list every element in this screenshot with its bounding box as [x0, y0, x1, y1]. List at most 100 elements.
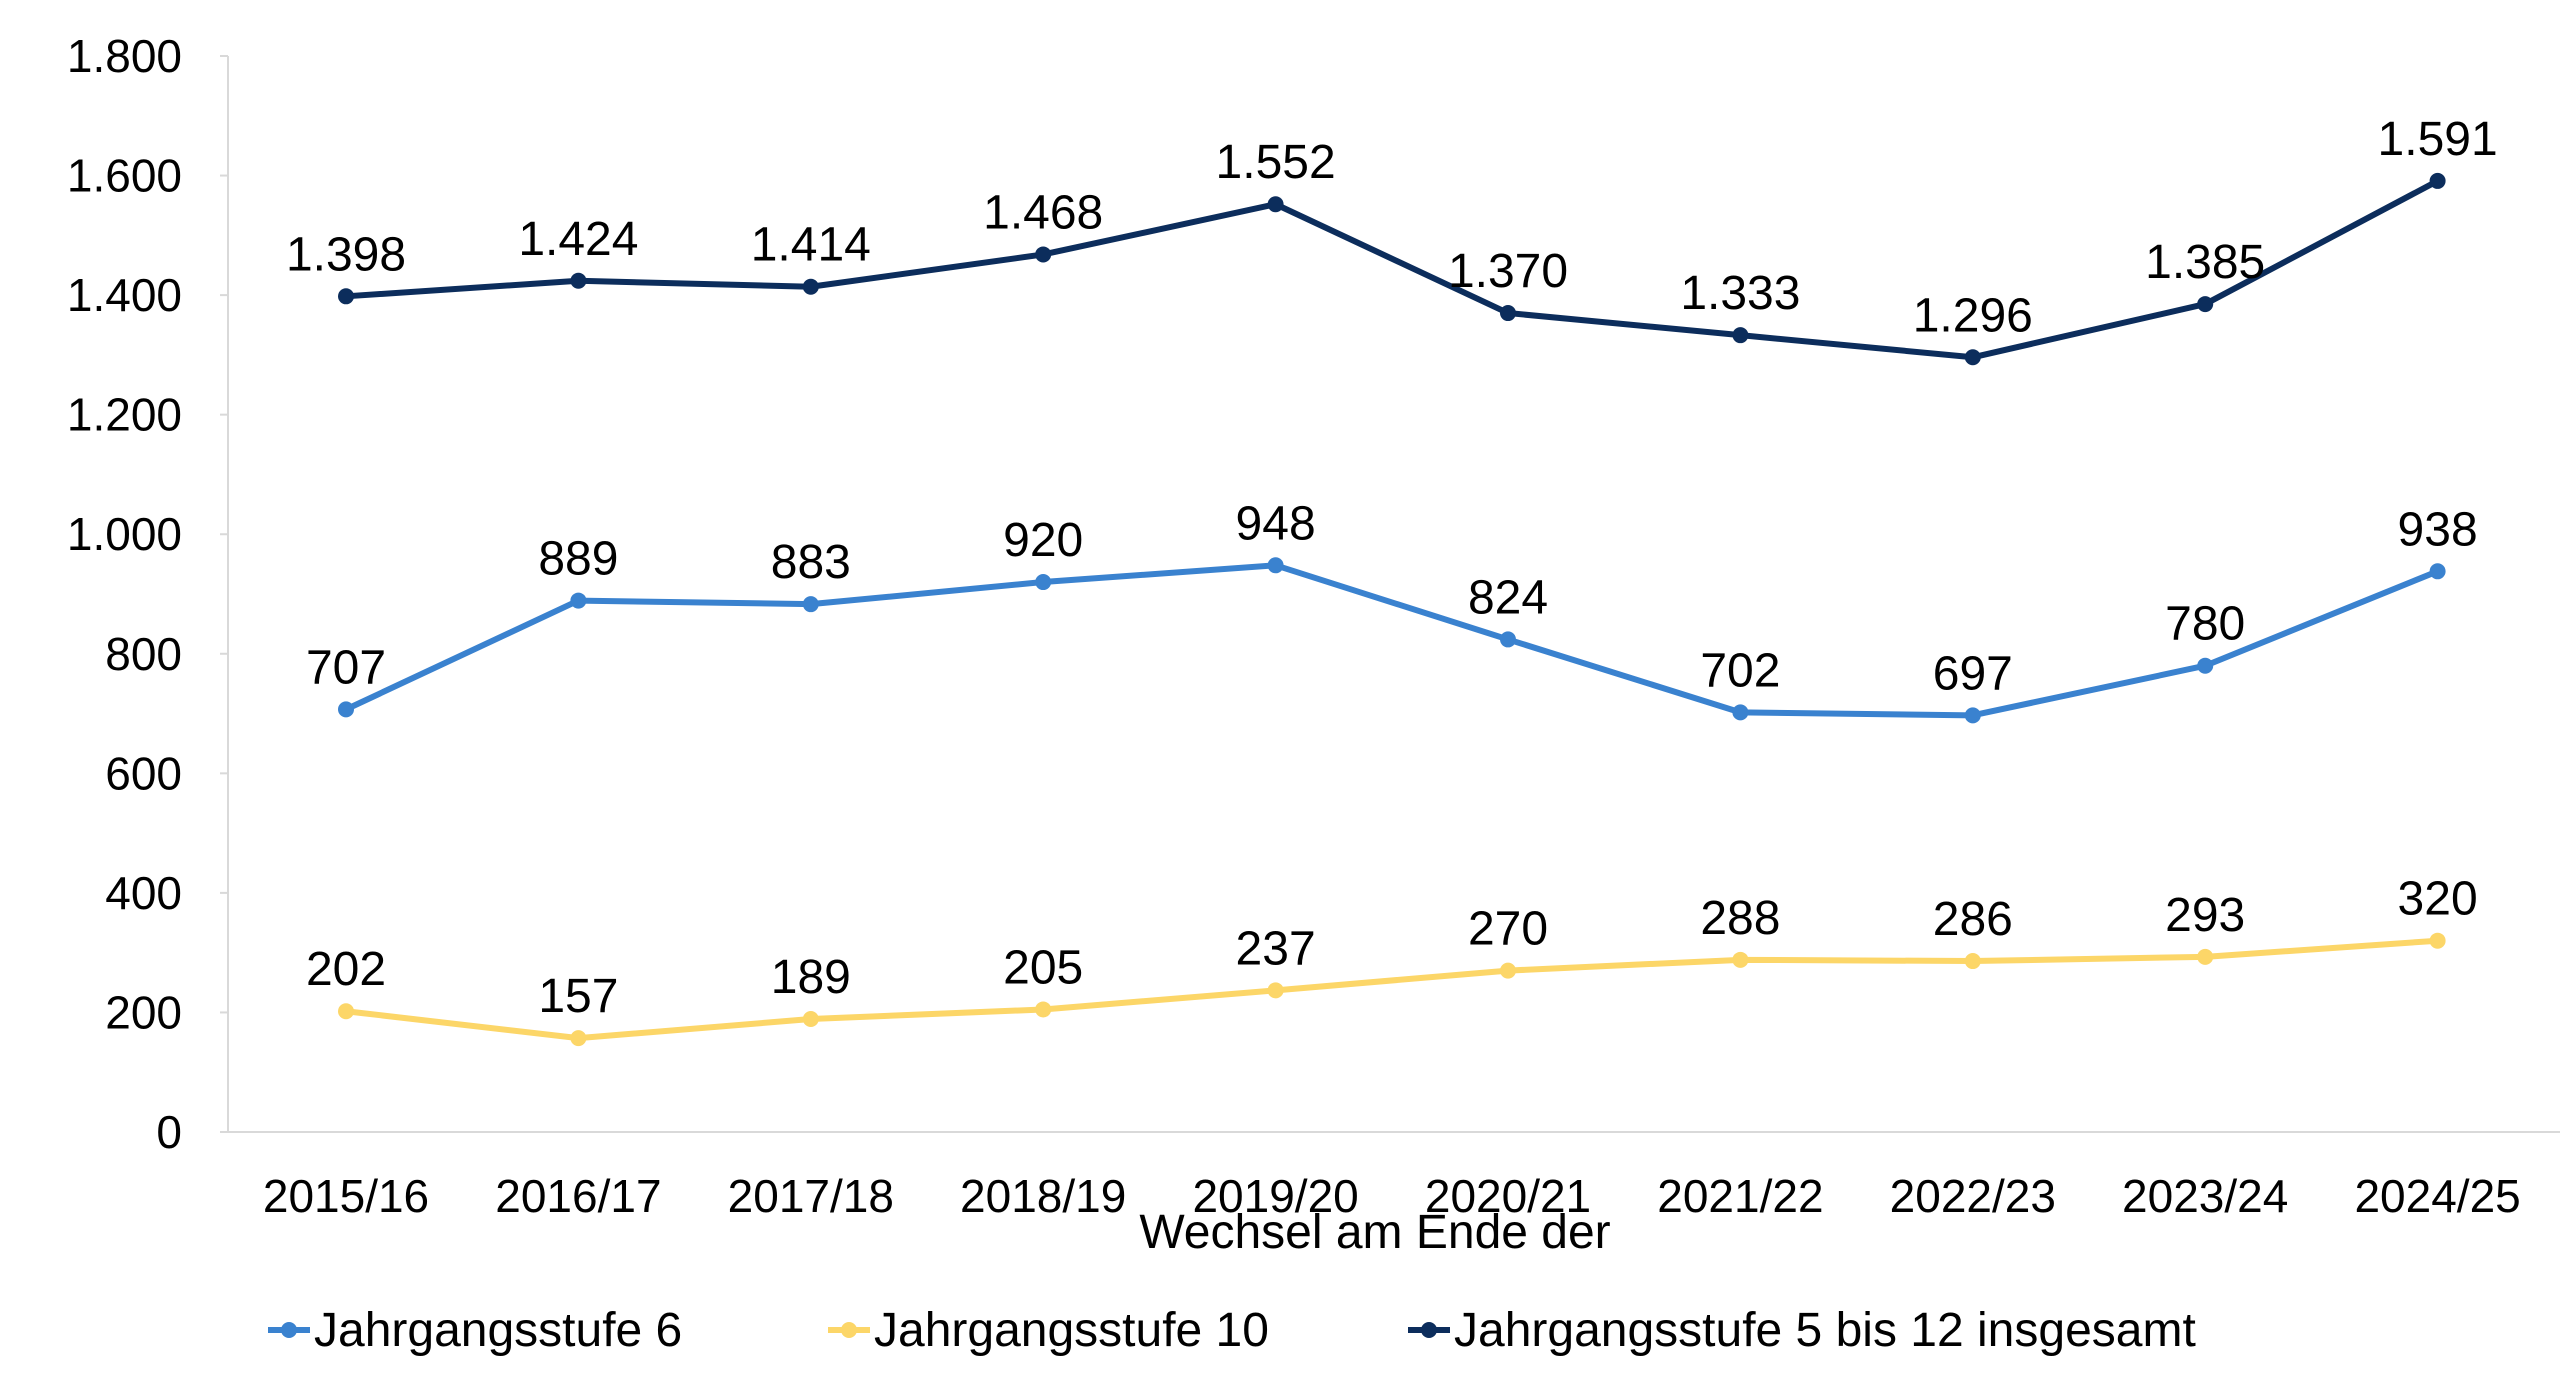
x-tick-label: 2017/18	[728, 1170, 894, 1222]
x-tick-label: 2023/24	[2122, 1170, 2288, 1222]
data-label: 1.333	[1680, 267, 1800, 320]
y-tick-label: 800	[105, 628, 182, 680]
legend-swatch-marker	[841, 1322, 857, 1338]
data-point	[1500, 962, 1516, 979]
x-axis-title: Wechsel am Ende der	[1139, 1206, 1610, 1259]
data-label: 780	[2165, 598, 2245, 651]
data-point	[570, 592, 587, 609]
y-tick-label: 1.600	[67, 150, 182, 202]
data-labels: 707 889 883 920 948 824 702 697 780 938 202 157 189 2…	[286, 113, 2498, 1023]
series-1	[338, 557, 2446, 724]
data-label: 270	[1468, 903, 1548, 956]
series-line	[343, 937, 2441, 1042]
data-point	[1035, 574, 1052, 591]
legend-item: Jahrgangsstufe 6	[268, 1304, 682, 1357]
data-point	[1267, 982, 1284, 999]
series-line	[343, 562, 2441, 719]
y-tick-label: 1.800	[67, 30, 182, 82]
data-point	[2197, 296, 2214, 313]
series-2	[338, 932, 2446, 1047]
data-label: 948	[1236, 497, 1316, 550]
data-label: 883	[771, 536, 851, 589]
legend-item: Jahrgangsstufe 10	[828, 1304, 1269, 1357]
data-label: 237	[1236, 922, 1316, 975]
data-point	[802, 596, 819, 613]
data-label: 824	[1468, 571, 1548, 624]
data-point	[1500, 305, 1516, 322]
data-label: 157	[538, 970, 618, 1023]
data-point	[1964, 707, 1981, 724]
x-tick-label: 2018/19	[960, 1170, 1126, 1222]
x-tick-label: 2021/22	[1657, 1170, 1823, 1222]
data-point	[338, 701, 354, 718]
data-point	[1732, 327, 1749, 344]
legend-label: Jahrgangsstufe 6	[314, 1304, 682, 1357]
data-label: 1.468	[983, 186, 1103, 239]
axes: 0 200 400 600 800 1.000 1.200 1.400 1.600 1.800 20…	[67, 30, 2560, 1222]
series-line	[343, 177, 2441, 361]
data-point	[802, 278, 819, 295]
data-label: 286	[1933, 893, 2013, 946]
data-point	[2197, 657, 2214, 674]
data-point	[1732, 951, 1749, 968]
x-tick-label: 2015/16	[263, 1170, 429, 1222]
data-label: 205	[1003, 941, 1083, 994]
data-point	[2429, 563, 2446, 580]
data-point	[802, 1011, 819, 1028]
data-point	[2429, 172, 2446, 189]
data-point	[1267, 557, 1284, 574]
series-3	[338, 172, 2446, 366]
data-point	[1035, 1001, 1052, 1018]
data-point	[2429, 932, 2446, 949]
data-label: 1.398	[286, 228, 406, 281]
data-label: 1.296	[1913, 289, 2033, 342]
x-tick-label: 2024/25	[2354, 1170, 2520, 1222]
y-tick-label: 400	[105, 867, 182, 919]
data-label: 920	[1003, 514, 1083, 567]
x-tick-label: 2019/20	[1192, 1170, 1358, 1222]
data-label: 889	[538, 533, 618, 586]
series-group	[338, 172, 2446, 1047]
data-label: 320	[2398, 873, 2478, 926]
data-point	[1035, 246, 1052, 263]
y-tick-label: 600	[105, 747, 182, 799]
legend-label: Jahrgangsstufe 10	[874, 1304, 1269, 1357]
data-point	[570, 272, 587, 289]
y-tick-label: 200	[105, 986, 182, 1038]
data-label: 202	[306, 943, 386, 996]
data-label: 707	[306, 641, 386, 694]
y-tick-label: 0	[156, 1106, 182, 1158]
data-label: 938	[2398, 503, 2478, 556]
y-tick-label: 1.000	[67, 508, 182, 560]
y-tick-label: 1.400	[67, 269, 182, 321]
data-label: 293	[2165, 889, 2245, 942]
data-point	[2197, 948, 2214, 965]
data-point	[338, 1003, 354, 1020]
data-label: 189	[771, 951, 851, 1004]
data-point	[570, 1030, 587, 1047]
data-label: 1.424	[518, 213, 638, 266]
legend: Jahrgangsstufe 6 Jahrgangsstufe 10 Jahrgan…	[268, 1304, 2196, 1357]
x-tick-label: 2022/23	[1890, 1170, 2056, 1222]
data-label: 1.552	[1216, 136, 1336, 189]
legend-swatch-marker	[1421, 1322, 1437, 1338]
y-tick-label: 1.200	[67, 389, 182, 441]
legend-label: Jahrgangsstufe 5 bis 12 insgesamt	[1454, 1304, 2196, 1357]
data-point	[1267, 196, 1284, 213]
data-label: 1.591	[2378, 113, 2498, 166]
data-point	[1964, 953, 1981, 970]
data-point	[338, 288, 354, 305]
x-tick-label: 2016/17	[495, 1170, 661, 1222]
data-label: 697	[1933, 647, 2013, 700]
legend-swatch-marker	[281, 1322, 297, 1338]
data-label: 1.370	[1448, 245, 1568, 298]
data-label: 1.414	[751, 219, 871, 272]
data-point	[1964, 349, 1981, 366]
data-point	[1500, 631, 1516, 648]
data-label: 702	[1700, 644, 1780, 697]
data-label: 288	[1700, 892, 1780, 945]
data-point	[1732, 704, 1749, 721]
data-label: 1.385	[2145, 236, 2265, 289]
legend-item: Jahrgangsstufe 5 bis 12 insgesamt	[1408, 1304, 2196, 1357]
